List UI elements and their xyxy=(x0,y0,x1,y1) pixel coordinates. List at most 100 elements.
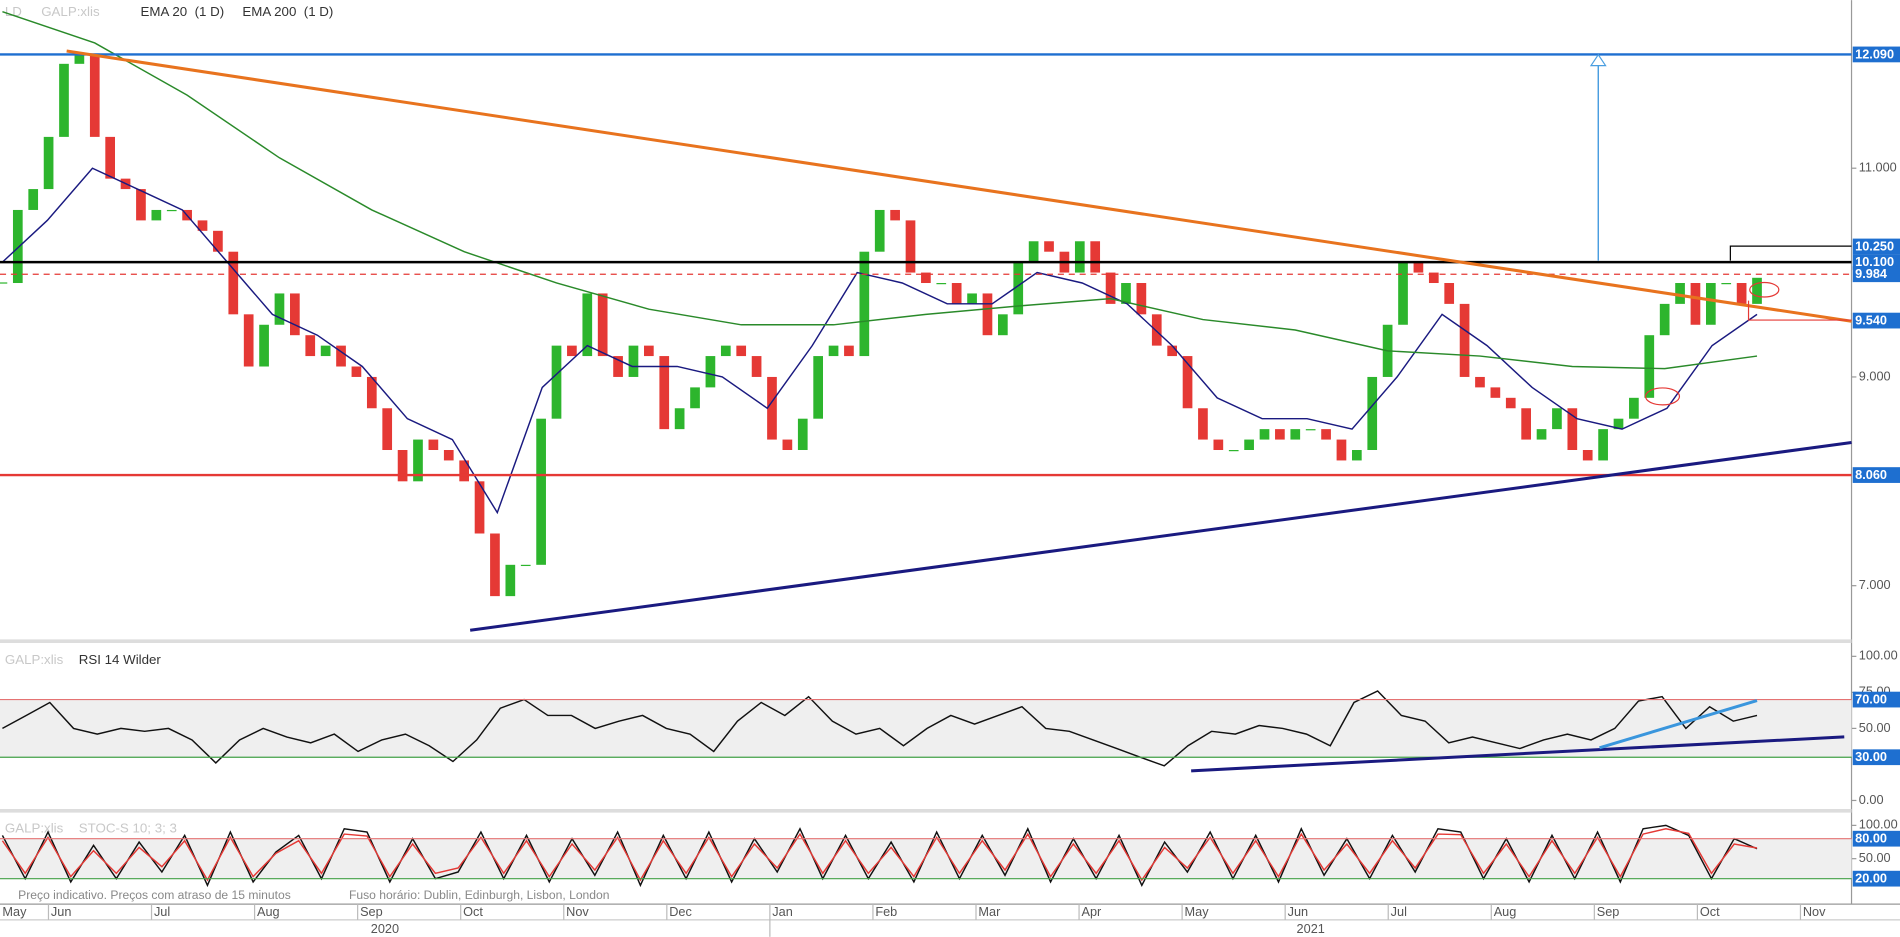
candle xyxy=(1413,262,1424,273)
candle xyxy=(366,376,377,409)
candle xyxy=(828,345,839,357)
candle xyxy=(89,53,100,137)
x-tick-label: Apr xyxy=(1081,904,1102,919)
candle xyxy=(1644,335,1655,398)
level-label: 80.00 xyxy=(1855,831,1887,846)
x-tick-label: Sep xyxy=(1597,904,1620,919)
candle xyxy=(336,345,346,367)
candle xyxy=(413,439,423,482)
level-label-box xyxy=(1852,691,1900,708)
candle xyxy=(1367,376,1378,451)
x-tick-label: Oct xyxy=(1700,904,1720,919)
range-box xyxy=(1747,300,1852,321)
candle xyxy=(1044,241,1054,252)
y-tick-label: 0.00 xyxy=(1859,792,1884,807)
level-label-box xyxy=(1852,238,1900,255)
candle xyxy=(1182,356,1193,409)
candle xyxy=(1198,408,1208,440)
candle xyxy=(1013,262,1024,315)
candle xyxy=(28,189,39,210)
candle xyxy=(1259,429,1270,440)
x-tick-label: Jun xyxy=(1288,904,1309,919)
candle xyxy=(1552,408,1562,430)
candle xyxy=(59,63,69,137)
x-tick-label: Nov xyxy=(566,904,589,919)
candle xyxy=(305,335,316,357)
level-label-box xyxy=(1852,749,1900,766)
candle xyxy=(998,314,1008,336)
x-tick-label: May xyxy=(2,904,27,919)
candle xyxy=(1490,387,1501,398)
candle xyxy=(613,356,623,377)
level-label-box xyxy=(1852,46,1900,63)
level-label-box xyxy=(1852,830,1900,847)
candle xyxy=(0,282,8,284)
panel-title: STOC-S 10; 3; 3 xyxy=(79,821,177,836)
candle xyxy=(505,564,516,597)
level-label: 10.100 xyxy=(1855,254,1894,269)
candle xyxy=(644,345,654,357)
candle xyxy=(659,356,670,430)
candle xyxy=(274,293,285,325)
y-tick-label: 50.00 xyxy=(1859,850,1891,865)
candle xyxy=(351,366,362,377)
candle xyxy=(213,230,223,252)
candle xyxy=(1428,272,1439,284)
x-tick-label: Aug xyxy=(257,904,280,919)
candle xyxy=(1121,283,1131,304)
rsi-trend-line xyxy=(1191,735,1845,773)
candle xyxy=(1105,272,1116,304)
highlight-ellipse xyxy=(1749,281,1780,298)
footer-note: Fuso horário: Dublin, Edinburgh, Lisbon,… xyxy=(349,888,610,902)
y-tick-label: 11.000 xyxy=(1859,160,1897,175)
candle xyxy=(1028,241,1039,263)
y-tick-label: 9.000 xyxy=(1859,368,1891,383)
level-label: 70.00 xyxy=(1855,692,1887,707)
candle xyxy=(1521,408,1531,440)
level-label: 10.250 xyxy=(1855,238,1894,253)
x-tick-label: Oct xyxy=(463,904,483,919)
x-tick-label: Sep xyxy=(360,904,383,919)
symbol: GALP:xlis xyxy=(41,4,100,19)
y-tick-label: 7.000 xyxy=(1859,577,1891,592)
candle xyxy=(551,345,562,419)
series-line xyxy=(1,828,1758,882)
year-label: 2021 xyxy=(1297,921,1325,936)
candle xyxy=(428,439,439,451)
candle xyxy=(74,53,85,64)
candle xyxy=(674,408,685,430)
x-tick-label: Aug xyxy=(1494,904,1517,919)
candle xyxy=(720,345,731,357)
candle xyxy=(1752,277,1762,304)
candle xyxy=(736,345,747,357)
candle xyxy=(1090,241,1101,273)
candle xyxy=(1536,429,1547,440)
year-label: 2020 xyxy=(371,921,399,936)
candle xyxy=(1459,303,1470,377)
x-tick-label: Jul xyxy=(1391,904,1407,919)
arrow-head xyxy=(1589,53,1607,67)
candle xyxy=(136,189,146,221)
symbol: GALP:xlis xyxy=(5,652,64,667)
level-label: 20.00 xyxy=(1855,871,1887,886)
candle xyxy=(1613,418,1624,430)
candle xyxy=(1275,429,1285,440)
candle xyxy=(1505,397,1516,409)
candle xyxy=(921,272,931,284)
candle xyxy=(936,283,947,285)
candle xyxy=(890,209,900,221)
level-label-box xyxy=(1852,266,1900,283)
candle xyxy=(12,209,23,284)
candle xyxy=(1475,376,1485,388)
candle xyxy=(1244,439,1254,451)
x-tick-label: Feb xyxy=(875,904,897,919)
candle xyxy=(767,376,777,440)
level-band xyxy=(0,699,1852,758)
level-label: 8.060 xyxy=(1855,467,1887,482)
footer-note: Preço indicativo. Preços com atraso de 1… xyxy=(18,888,291,902)
rsi-trend-line xyxy=(1599,699,1758,750)
level-band xyxy=(0,838,1852,879)
candle xyxy=(536,418,546,565)
prefix: LD xyxy=(5,4,22,19)
